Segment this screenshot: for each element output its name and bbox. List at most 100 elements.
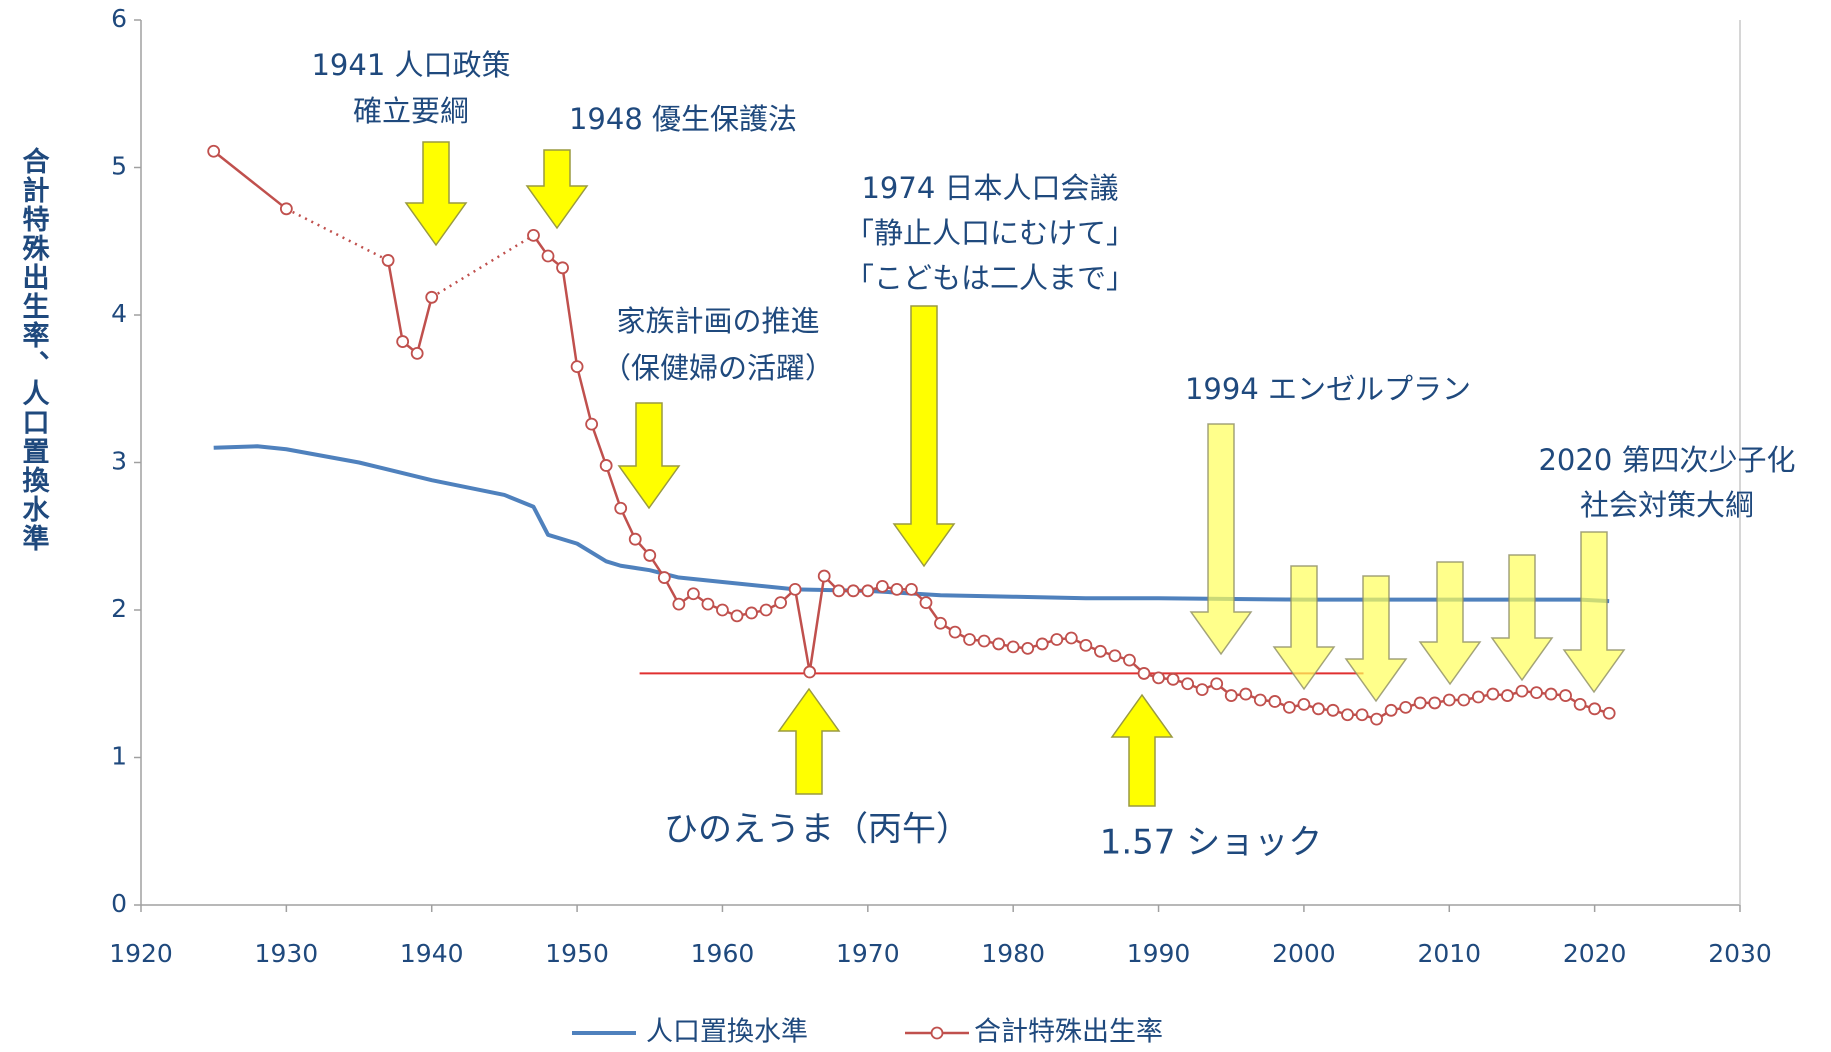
x-tick-label: 1990 (1127, 939, 1191, 968)
arrow (525, 149, 589, 230)
data-point (1370, 712, 1383, 726)
data-point (1588, 702, 1602, 716)
data-point (716, 603, 729, 617)
series-line (212, 150, 288, 210)
annotation: 2020 第四次少子化 (1538, 443, 1795, 477)
data-point (1471, 690, 1485, 704)
x-tick-label: 1970 (836, 939, 900, 968)
series-line (386, 260, 433, 355)
y-tick-label: 2 (111, 594, 127, 623)
data-point (861, 584, 875, 598)
data-point (1341, 708, 1354, 722)
data-point (701, 597, 715, 611)
legend-label: 人口置換水準 (646, 1017, 808, 1048)
data-point (556, 261, 569, 275)
data-point (1181, 677, 1195, 691)
x-tick-label: 2020 (1563, 939, 1627, 968)
data-point (1021, 641, 1035, 655)
data-point (1035, 637, 1049, 651)
data-point (803, 665, 817, 679)
annotation: 「静止人口にむけて」 (845, 216, 1135, 250)
x-tick-label: 2010 (1417, 939, 1481, 968)
data-point (1006, 640, 1020, 654)
data-point (1210, 677, 1224, 691)
annotation: ひのえうま（丙午） (664, 810, 970, 850)
x-tick-label: 2000 (1272, 939, 1336, 968)
data-point (1050, 633, 1064, 646)
x-tick-label: 1940 (400, 939, 464, 968)
data-point (1224, 689, 1238, 702)
data-point (919, 596, 933, 610)
data-point (905, 582, 918, 596)
y-tick-label: 0 (111, 889, 127, 918)
arrow (1490, 554, 1554, 682)
data-point (628, 532, 642, 546)
data-point (759, 603, 773, 617)
data-point (1137, 667, 1151, 680)
data-point (599, 459, 613, 472)
data-point (934, 616, 947, 630)
data-point (745, 606, 758, 620)
data-point (875, 580, 889, 593)
data-point (279, 202, 293, 216)
y-axis-label: 合計特殊出生率、人口置換水準 (18, 146, 50, 553)
data-point (1166, 672, 1180, 686)
arrow (892, 305, 956, 568)
data-point (585, 417, 599, 431)
legend-label: 合計特殊出生率 (974, 1017, 1163, 1048)
y-tick-label: 4 (111, 299, 127, 328)
data-point (541, 249, 555, 263)
data-point (570, 360, 584, 374)
annotation: 家族計画の推進 (616, 304, 819, 338)
data-point (890, 582, 904, 596)
data-point (1239, 687, 1253, 701)
arrow (1110, 693, 1174, 807)
data-point (963, 633, 976, 646)
data-point (686, 587, 700, 601)
x-tick-label: 1950 (545, 939, 609, 968)
arrow (1189, 423, 1253, 656)
annotation: 1994 エンゼルプラン (1185, 372, 1471, 406)
data-point (396, 335, 410, 348)
arrow (1418, 561, 1482, 686)
data-point (1094, 644, 1107, 658)
annotation: （保健婦の活躍） (602, 351, 834, 385)
annotation: 社会対策大綱 (1580, 488, 1754, 522)
data-point (1297, 698, 1311, 711)
data-point (1253, 693, 1267, 707)
arrow (617, 402, 681, 510)
annotation: 1941 人口政策 (311, 48, 510, 82)
data-point (832, 584, 846, 598)
data-point (1123, 653, 1136, 667)
annotation: 1948 優生保護法 (569, 102, 797, 136)
data-point (1384, 703, 1398, 717)
data-point (1501, 689, 1514, 702)
x-tick-label: 2030 (1708, 939, 1772, 968)
data-point (643, 549, 657, 562)
data-point (207, 144, 221, 158)
arrow (1344, 575, 1408, 703)
annotation: 「こどもは二人まで」 (845, 261, 1135, 295)
arrow (777, 687, 841, 795)
data-point (1108, 649, 1122, 663)
y-tick-label: 1 (111, 742, 127, 771)
data-point (730, 609, 744, 623)
data-point (410, 346, 424, 360)
annotation: 1974 日本人口会議 (861, 171, 1118, 205)
data-point (1282, 700, 1296, 714)
data-point (1355, 708, 1369, 722)
data-point (1544, 687, 1558, 701)
data-point (1268, 695, 1282, 708)
annotation: 確立要綱 (353, 94, 469, 128)
data-point (1442, 693, 1456, 707)
data-point (657, 571, 671, 584)
data-point (1530, 686, 1543, 699)
data-point (1326, 703, 1340, 717)
data-point (1064, 631, 1078, 645)
data-point (1079, 639, 1093, 652)
x-tick-label: 1930 (255, 939, 319, 968)
data-point (977, 634, 991, 648)
data-point (1457, 693, 1471, 707)
